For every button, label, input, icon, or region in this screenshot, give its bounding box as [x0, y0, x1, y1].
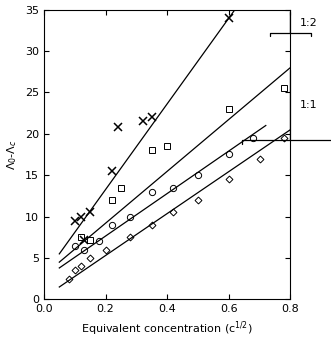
Text: 1:2: 1:2 — [300, 18, 318, 28]
X-axis label: Equivalent concentration (c$^{1/2}$): Equivalent concentration (c$^{1/2}$) — [81, 320, 253, 338]
Text: 1:1: 1:1 — [300, 100, 318, 110]
Y-axis label: $\Lambda_0$-$\Lambda_c$: $\Lambda_0$-$\Lambda_c$ — [6, 139, 19, 170]
